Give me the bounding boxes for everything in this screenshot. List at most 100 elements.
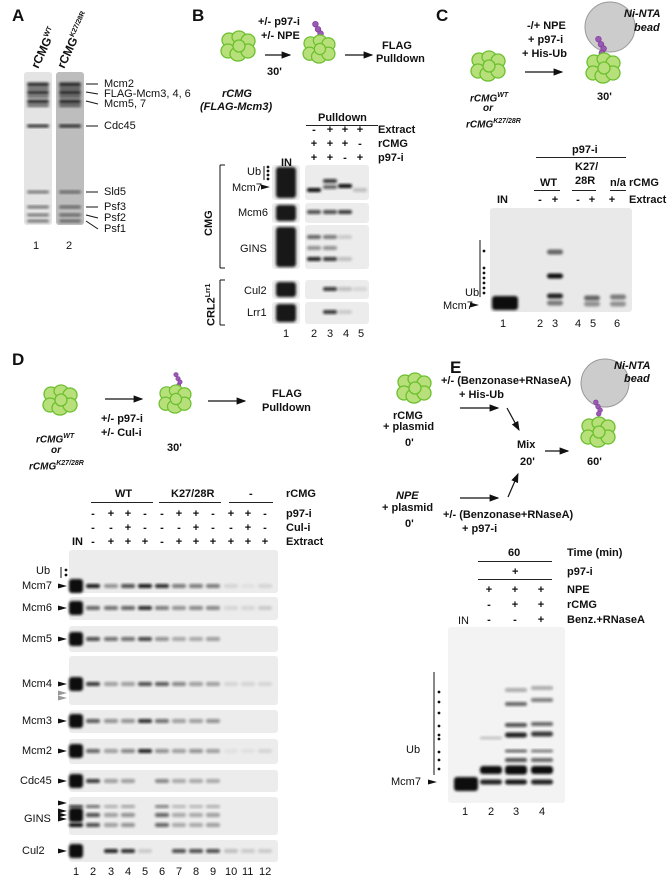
band-arrow-icon bbox=[58, 800, 67, 806]
divider bbox=[91, 502, 153, 503]
gel-band bbox=[610, 294, 626, 300]
blot-label: Ub bbox=[465, 287, 480, 299]
lane-number: 3 bbox=[552, 318, 559, 330]
gel-band bbox=[155, 637, 169, 641]
lane-number: 4 bbox=[539, 806, 546, 818]
gel-band bbox=[86, 606, 100, 610]
gel-band bbox=[480, 766, 502, 774]
gel-band bbox=[121, 584, 135, 588]
gel-band bbox=[104, 637, 118, 641]
condition-sign: + bbox=[124, 508, 132, 520]
gel-band bbox=[172, 719, 186, 723]
gel-band bbox=[69, 844, 83, 858]
lane-number: 8 bbox=[193, 866, 200, 878]
condition-sign: - bbox=[487, 614, 491, 626]
gel-band bbox=[172, 682, 186, 686]
gel-band bbox=[69, 714, 83, 728]
pulldown-header: Pulldown bbox=[318, 112, 367, 124]
condition-sign: + bbox=[209, 536, 217, 548]
gel-band-input bbox=[454, 777, 478, 791]
gel-band bbox=[241, 749, 255, 753]
band-label: Cdc45 bbox=[104, 120, 136, 132]
gel-band bbox=[206, 637, 220, 641]
gel-band bbox=[86, 682, 100, 686]
gel-band-input bbox=[276, 227, 296, 267]
time-label: 20' bbox=[520, 456, 535, 468]
divider bbox=[572, 190, 596, 191]
condition-sign: + bbox=[192, 522, 200, 534]
divider bbox=[536, 157, 626, 158]
ubiquitin-dot bbox=[437, 700, 441, 704]
gel-band bbox=[531, 766, 553, 774]
gel-band bbox=[27, 87, 49, 90]
group-wt: WT bbox=[115, 488, 133, 500]
gel-band bbox=[480, 736, 502, 740]
ubiquitin-dot bbox=[482, 286, 486, 290]
gel-band bbox=[172, 749, 186, 753]
gel-band bbox=[27, 99, 49, 104]
gel-band bbox=[155, 823, 169, 827]
ubiquitin-dot bbox=[437, 690, 441, 694]
condition-sign: - bbox=[513, 614, 517, 626]
gel-band bbox=[338, 210, 352, 214]
gel-panel-mcm4 bbox=[69, 656, 278, 705]
blot-label: Lrr1 bbox=[247, 307, 267, 319]
condition-sign: + bbox=[227, 536, 235, 548]
band-label: Sld5 bbox=[104, 186, 127, 198]
gel-band bbox=[258, 606, 272, 610]
gel-band bbox=[258, 584, 272, 588]
row-label: NPE bbox=[567, 584, 590, 596]
group-label-cmg: CMG bbox=[203, 210, 215, 236]
condition-sign: - bbox=[91, 536, 95, 548]
gel-panel-pulldown bbox=[305, 225, 369, 269]
ubiquitin-dot bbox=[266, 177, 270, 181]
gel-band bbox=[307, 257, 321, 261]
lane-number: 2 bbox=[311, 328, 318, 340]
condition-sign: + bbox=[537, 584, 545, 596]
band-label: Psf3 bbox=[104, 201, 127, 213]
condition-sign: - bbox=[343, 152, 347, 164]
condition-sign: - bbox=[109, 522, 113, 534]
treatment-text: + His-Ub bbox=[522, 48, 567, 60]
gel-band bbox=[138, 849, 152, 853]
gel-band bbox=[189, 606, 203, 610]
band-arrow-icon bbox=[58, 848, 67, 854]
gel-band bbox=[323, 179, 337, 183]
complex-label: rCMGK27/28R bbox=[466, 118, 521, 131]
gel-band bbox=[27, 213, 49, 217]
treatment-text: +/- Cul-i bbox=[101, 427, 142, 439]
gel-band bbox=[353, 188, 367, 192]
gel-band bbox=[59, 90, 81, 95]
gel-band bbox=[323, 257, 337, 261]
gel-band bbox=[172, 606, 186, 610]
condition-sign: + bbox=[341, 138, 349, 150]
condition-sign: + bbox=[244, 508, 252, 520]
panel-label-d: D bbox=[12, 350, 25, 369]
band-arrow-icon bbox=[58, 690, 67, 696]
gel-panel-pulldown bbox=[305, 165, 369, 200]
condition-sign: + bbox=[227, 508, 235, 520]
gel-band bbox=[547, 249, 563, 255]
gel-band bbox=[59, 124, 81, 128]
condition-sign: - bbox=[160, 522, 164, 534]
gel-band bbox=[138, 606, 152, 610]
condition-sign: - bbox=[160, 536, 164, 548]
condition-sign: - bbox=[211, 508, 215, 520]
gel-band bbox=[224, 606, 238, 610]
gel-band bbox=[189, 637, 203, 641]
gel-band bbox=[155, 682, 169, 686]
condition-sign: - bbox=[263, 522, 267, 534]
gel-band bbox=[104, 805, 118, 808]
divider bbox=[478, 561, 552, 562]
condition-sign: - bbox=[211, 522, 215, 534]
gel-band bbox=[338, 287, 352, 291]
gel-band bbox=[86, 637, 100, 641]
row-label: Benz.+RNaseA bbox=[567, 614, 645, 626]
gel-band bbox=[172, 813, 186, 817]
leader-line bbox=[85, 214, 99, 219]
gel-band bbox=[172, 805, 186, 808]
gel-panel-pulldown bbox=[305, 280, 369, 299]
condition-sign: - bbox=[358, 138, 362, 150]
gel-band bbox=[104, 719, 118, 723]
complex-label: rCMGWT bbox=[470, 92, 509, 105]
